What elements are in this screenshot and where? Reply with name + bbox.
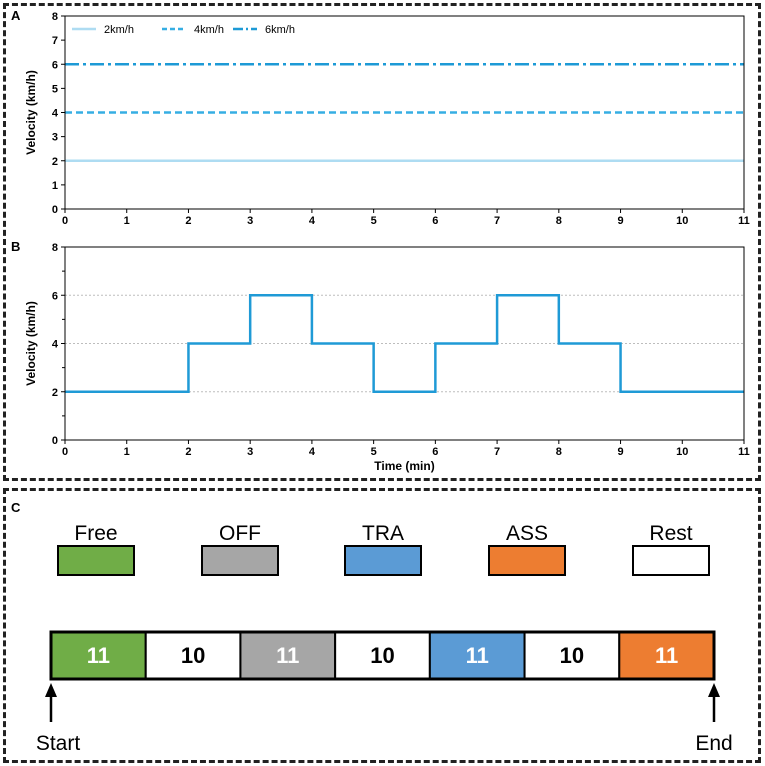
x-tick-label: 10: [676, 446, 688, 458]
protocol-diagram: C Free OFF TRA ASS Rest 11 10 11 10 11 10 11 Start End: [11, 500, 733, 755]
timeline-value: 11: [87, 643, 110, 668]
legend-label-2: 6km/h: [265, 24, 295, 36]
panel-c-border: [3, 488, 761, 763]
y-tick-label: 8: [52, 242, 58, 254]
x-tick-label: 4: [309, 446, 316, 458]
y-axis-label: Velocity (km/h): [24, 70, 38, 155]
legend-swatch-tra: [344, 545, 422, 576]
timeline-segment-rest: [334, 631, 431, 680]
timeline-segment-tra: [428, 631, 526, 680]
legend-label-free: Free: [74, 522, 117, 545]
y-tick-label: 2: [52, 156, 58, 168]
timeline-segment-off: [239, 631, 337, 680]
y-tick-label: 4: [52, 339, 59, 351]
x-tick-label: 6: [432, 215, 438, 227]
x-tick-label: 7: [494, 215, 500, 227]
legend-label-ass: ASS: [506, 522, 548, 545]
x-tick-label: 9: [617, 215, 623, 227]
panel-letter: A: [11, 8, 21, 23]
x-tick-label: 0: [62, 446, 68, 458]
x-tick-label: 11: [738, 215, 750, 227]
x-tick-label: 8: [556, 215, 562, 227]
legend-label-rest: Rest: [649, 522, 692, 545]
timeline-value: 10: [181, 643, 205, 668]
panel-letter: B: [11, 239, 20, 254]
timeline-value: 11: [466, 643, 489, 668]
timeline-value: 11: [655, 643, 678, 668]
x-tick-label: 10: [676, 215, 688, 227]
chart-a: 0 1 2 3 4 5 6 7 8 9 10 11 0 1 2 3 4 5 6 7 8 Velocity (km/h) A 2…: [11, 8, 750, 227]
legend-swatch-free: [57, 545, 135, 576]
x-tick-label: 2: [185, 215, 191, 227]
x-tick-label: 3: [247, 446, 253, 458]
y-tick-label: 8: [52, 11, 58, 23]
y-tick-label: 6: [52, 290, 58, 302]
timeline-segment-ass: [618, 631, 715, 680]
panel-letter-c: C: [11, 500, 21, 515]
x-tick-label: 8: [556, 446, 562, 458]
y-tick-label: 4: [52, 108, 59, 120]
timeline-value: 11: [276, 643, 299, 668]
x-tick-label: 1: [124, 215, 130, 227]
y-tick-label: 6: [52, 59, 58, 71]
x-tick-label: 5: [371, 215, 377, 227]
x-tick-label: 11: [738, 446, 750, 458]
x-tick-label: 4: [309, 215, 316, 227]
y-tick-label: 1: [52, 180, 58, 192]
series-line-0: [65, 294, 744, 393]
x-tick-label: 2: [185, 446, 191, 458]
y-tick-label: 0: [52, 435, 58, 447]
timeline-segment-rest: [523, 631, 621, 680]
x-tick-label: 7: [494, 446, 500, 458]
x-tick-label: 5: [371, 446, 377, 458]
y-tick-label: 7: [52, 35, 58, 47]
timeline-value: 10: [370, 643, 394, 668]
panel-ab-border: [3, 3, 761, 481]
x-tick-label: 0: [62, 215, 68, 227]
legend-label-0: 2km/h: [104, 24, 134, 36]
legend-label-1: 4km/h: [194, 24, 224, 36]
legend-label-off: OFF: [219, 522, 261, 545]
y-tick-label: 5: [52, 83, 58, 95]
x-tick-label: 9: [617, 446, 623, 458]
start-arrow-head: [45, 683, 57, 697]
y-tick-label: 2: [52, 387, 58, 399]
timeline-border: [49, 630, 716, 681]
chart-b: 0 1 2 3 4 5 6 7 8 9 10 11 0 2 4 6 8 Velocity (km/h) Time (…: [11, 239, 750, 473]
x-tick-label: 1: [124, 446, 130, 458]
start-label: Start: [36, 732, 81, 755]
x-tick-label: 3: [247, 215, 253, 227]
y-tick-label: 0: [52, 204, 58, 216]
y-axis-label: Velocity (km/h): [24, 301, 38, 386]
end-label: End: [695, 732, 732, 755]
legend-label-tra: TRA: [362, 522, 404, 545]
legend-swatch-off: [201, 545, 279, 576]
timeline-value: 10: [560, 643, 584, 668]
legend-swatch-ass: [488, 545, 566, 576]
y-tick-label: 3: [52, 132, 58, 144]
end-arrow-head: [708, 683, 720, 697]
legend-swatch-rest: [632, 545, 710, 576]
x-tick-label: 6: [432, 446, 438, 458]
x-axis-label: Time (min): [374, 459, 434, 473]
